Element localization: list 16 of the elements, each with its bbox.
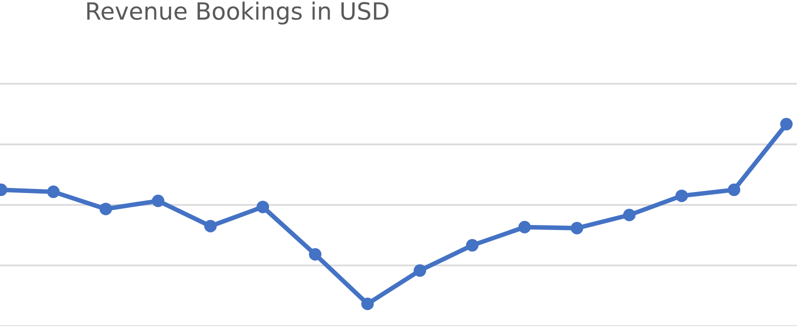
point — [466, 239, 479, 252]
point — [414, 264, 426, 277]
point — [152, 194, 164, 208]
point — [780, 118, 793, 130]
point — [675, 190, 688, 202]
chart-title: Revenue Bookings in USD — [87, 2, 388, 24]
point — [47, 186, 60, 198]
point — [570, 222, 584, 234]
point — [308, 248, 322, 261]
point — [100, 202, 112, 216]
point — [361, 298, 374, 310]
point — [518, 220, 531, 234]
point — [728, 184, 740, 196]
point — [623, 208, 636, 222]
point — [256, 200, 270, 214]
point — [204, 220, 217, 232]
